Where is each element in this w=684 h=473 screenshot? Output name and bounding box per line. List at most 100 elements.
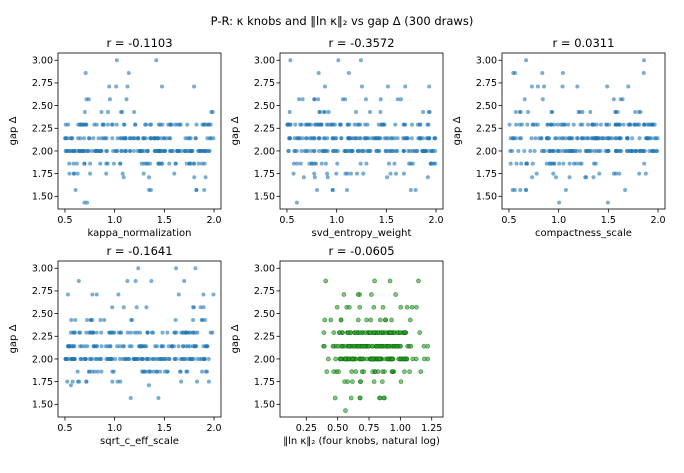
data-point [324, 369, 330, 374]
data-point [539, 148, 544, 153]
data-point [364, 317, 369, 323]
data-point [312, 97, 317, 102]
data-point [580, 122, 585, 127]
data-point [380, 379, 385, 384]
data-point [125, 330, 130, 335]
data-point [385, 148, 390, 153]
data-point [357, 136, 362, 141]
data-point [514, 122, 519, 127]
data-point [175, 122, 180, 127]
data-point [148, 136, 153, 141]
data-point [348, 171, 353, 176]
data-point [291, 161, 296, 166]
data-point [355, 148, 360, 153]
data-point [326, 356, 331, 362]
data-point [104, 171, 109, 176]
data-point [120, 356, 125, 361]
data-point [321, 330, 327, 335]
data-point [89, 148, 94, 153]
y-tick-label: 2.50 [254, 101, 275, 112]
data-point [617, 171, 622, 176]
data-point [145, 148, 150, 153]
data-point [402, 136, 407, 141]
data-point [143, 369, 148, 374]
data-point [176, 292, 181, 297]
data-point [613, 109, 618, 114]
data-point [114, 58, 119, 63]
data-point [132, 109, 137, 114]
data-point [358, 379, 364, 384]
data-point [574, 148, 579, 153]
data-point [316, 70, 321, 75]
data-point [140, 356, 145, 361]
data-point [291, 171, 296, 176]
data-point [110, 136, 115, 141]
data-point [181, 330, 186, 335]
data-point [508, 161, 513, 166]
data-point [547, 161, 552, 166]
data-point [408, 317, 413, 323]
data-point [144, 122, 149, 127]
x-tick-label: 1.5 [157, 423, 172, 434]
subplot-3: r = 0.0311 0.5 1.0 1.5 2.0 1.50 1.75 2.00 2.25 2.… [452, 36, 666, 239]
data-point [104, 136, 109, 141]
data-point [430, 148, 435, 153]
data-point [115, 379, 120, 384]
data-point [111, 148, 116, 153]
data-point [354, 171, 359, 176]
data-point [287, 109, 292, 114]
data-point [371, 304, 377, 310]
data-point [409, 304, 415, 310]
data-point [90, 317, 95, 322]
data-point [114, 84, 119, 89]
data-point [316, 136, 321, 141]
data-point [563, 187, 568, 192]
data-point [116, 292, 121, 297]
data-point [111, 330, 116, 335]
y-tick-label: 2.50 [476, 101, 497, 112]
data-point [535, 122, 540, 127]
data-point [363, 97, 368, 102]
data-point [382, 369, 387, 374]
data-point [181, 344, 186, 349]
data-point [337, 330, 343, 335]
y-tick-label: 1.50 [254, 192, 275, 203]
data-point [395, 148, 400, 153]
data-point [123, 356, 128, 361]
data-point [141, 136, 146, 141]
data-point [368, 148, 373, 153]
data-point [184, 369, 189, 374]
data-point [554, 175, 559, 180]
data-point [331, 330, 337, 335]
data-point [93, 356, 98, 361]
data-point [114, 122, 119, 127]
data-point [386, 161, 391, 166]
data-point [68, 330, 73, 335]
data-point [163, 356, 168, 361]
data-point [377, 356, 382, 362]
data-point [297, 97, 302, 102]
subplot-1: r = -0.1103 0.5 1.0 1.5 2.0 1.50 1.75 2.00 2.25 2… [8, 36, 222, 239]
y-tick-label: 2.00 [254, 354, 275, 365]
data-point [105, 344, 110, 349]
data-point [605, 84, 610, 89]
data-point [369, 292, 374, 297]
data-point [511, 70, 516, 75]
data-point [90, 292, 95, 297]
data-point [350, 379, 355, 384]
data-point [288, 122, 293, 127]
data-point [387, 278, 393, 284]
data-point [652, 122, 657, 127]
data-point [597, 171, 602, 176]
data-point [118, 161, 123, 166]
data-point [319, 161, 324, 166]
data-point [374, 136, 379, 141]
data-point [388, 330, 393, 335]
data-point [427, 84, 432, 89]
data-point [427, 109, 432, 114]
data-point [189, 356, 194, 361]
data-point [137, 344, 142, 349]
data-point [584, 148, 589, 153]
x-tick-label: 1.5 [379, 215, 394, 226]
